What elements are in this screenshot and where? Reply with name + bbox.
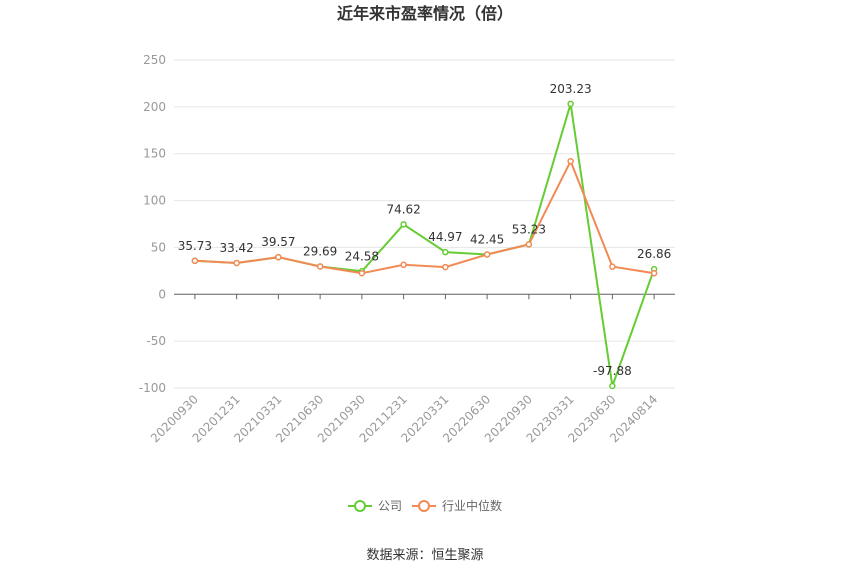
y-tick-label: 100: [143, 194, 166, 208]
data-label: 35.73: [178, 239, 212, 253]
data-label: 74.62: [386, 202, 420, 216]
data-point[interactable]: [400, 221, 407, 228]
data-point[interactable]: [567, 100, 574, 108]
data-point[interactable]: [650, 269, 658, 277]
data-label: 203.23: [550, 82, 592, 96]
y-tick-label: -50: [146, 334, 166, 348]
y-tick-label: 200: [143, 100, 166, 114]
data-point[interactable]: [191, 257, 199, 265]
data-label: 53.23: [512, 222, 546, 236]
data-labels: 35.73 33.42 39.57 29.69 24.58 74.62 44.97 42.45…: [178, 82, 672, 378]
y-tick-label: -100: [139, 381, 166, 395]
chart-title: 近年来市盈率情况（倍）: [337, 4, 513, 23]
y-tick-label: 250: [143, 53, 166, 67]
data-label: 29.69: [303, 244, 337, 258]
source-note: 数据来源：恒生聚源: [366, 548, 483, 563]
data-label: 24.58: [345, 249, 379, 263]
data-label: 33.42: [219, 241, 253, 255]
data-point[interactable]: [442, 263, 449, 271]
data-label: -97.88: [593, 364, 632, 378]
series-layer: [191, 100, 658, 390]
data-point[interactable]: [358, 269, 366, 277]
data-label: 44.97: [428, 230, 462, 244]
data-label: 42.45: [470, 233, 504, 247]
data-label: 26.86: [637, 247, 671, 261]
data-point[interactable]: [609, 263, 616, 270]
series-line-1: [194, 158, 655, 275]
y-tick-label: 50: [151, 240, 166, 254]
data-point[interactable]: [400, 261, 407, 269]
data-point[interactable]: [525, 241, 533, 248]
data-point[interactable]: [442, 248, 449, 256]
legend-marker: [354, 500, 366, 512]
legend[interactable]: 公司 行业中位数: [348, 498, 502, 513]
legend-item-1[interactable]: 行业中位数: [412, 498, 502, 513]
data-point[interactable]: [233, 259, 240, 267]
data-point[interactable]: [316, 263, 324, 270]
data-point[interactable]: [567, 157, 574, 165]
legend-label: 公司: [378, 499, 402, 513]
y-axis: -100 -50 0 50 100 150 200 250: [139, 53, 166, 395]
data-point[interactable]: [609, 382, 616, 390]
legend-item-0[interactable]: 公司: [348, 499, 402, 513]
data-point[interactable]: [275, 253, 282, 261]
legend-label: 行业中位数: [442, 498, 502, 513]
y-tick-label: 150: [143, 147, 166, 161]
grid-lines: [174, 59, 675, 389]
legend-marker: [418, 500, 430, 512]
data-point[interactable]: [483, 251, 491, 258]
y-tick-label: 0: [158, 287, 166, 301]
data-label: 39.57: [261, 235, 295, 249]
